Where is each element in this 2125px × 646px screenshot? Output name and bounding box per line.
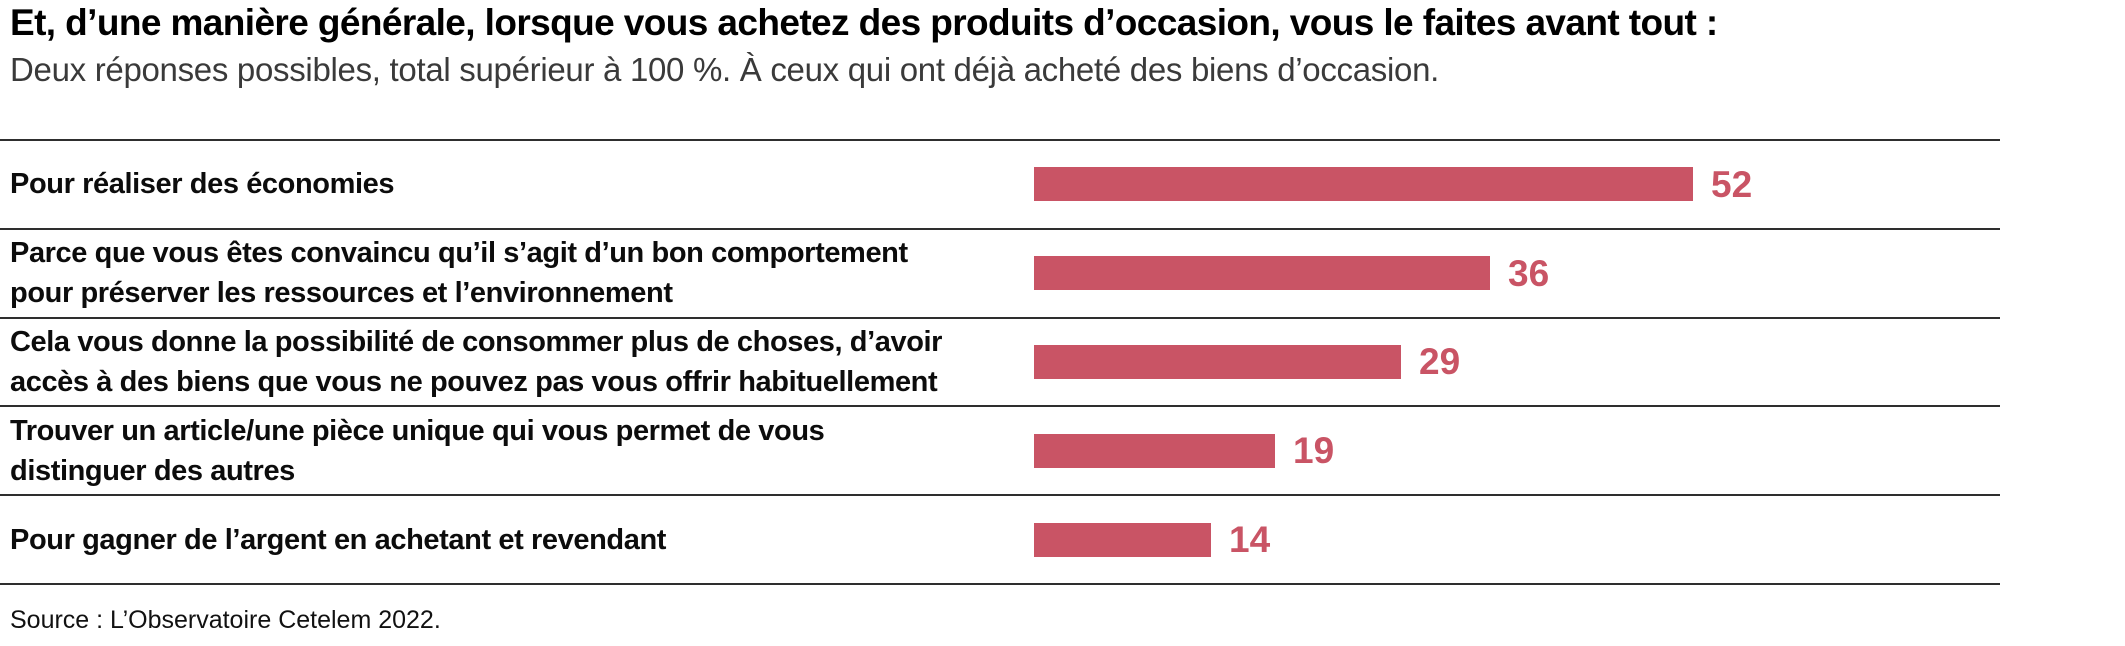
category-label: Pour gagner de l’argent en achetant et r… <box>10 523 667 556</box>
bar-zone: 19 <box>1034 432 2000 469</box>
value-bar <box>1034 344 1401 379</box>
chart-row: Pour gagner de l’argent en achetant et r… <box>0 494 2000 583</box>
value-bar <box>1034 522 1211 557</box>
chart-row: Trouver un article/une pièce unique qui … <box>0 405 2000 494</box>
chart-row: Parce que vous êtes convaincu qu’il s’ag… <box>0 227 2000 317</box>
category-label: Cela vous donne la possibilité de consom… <box>10 325 943 398</box>
bar-zone: 36 <box>1034 255 2000 292</box>
chart-row: Cela vous donne la possibilité de consom… <box>0 316 2000 406</box>
value-label: 14 <box>1229 519 1271 561</box>
category-label: Parce que vous êtes convaincu qu’il s’ag… <box>10 237 908 310</box>
bar-zone: 52 <box>1034 166 2000 203</box>
value-bar <box>1034 167 1693 202</box>
bar-zone: 14 <box>1034 521 2000 558</box>
value-label: 36 <box>1508 252 1550 294</box>
category-label: Pour réaliser des économies <box>10 168 395 201</box>
bar-chart-rows: Pour réaliser des économies 52 Parce que… <box>0 139 2000 583</box>
chart-header: Et, d’une manière générale, lorsque vous… <box>10 0 2085 91</box>
value-label: 29 <box>1419 341 1461 383</box>
category-label: Trouver un article/une pièce unique qui … <box>10 414 825 487</box>
value-bar <box>1034 256 1490 291</box>
bar-chart: Pour réaliser des économies 52 Parce que… <box>0 139 2000 585</box>
value-bar <box>1034 433 1275 468</box>
source-note: Source : L’Observatoire Cetelem 2022. <box>10 606 441 634</box>
bar-zone: 29 <box>1034 343 2000 380</box>
value-label: 52 <box>1711 163 1753 205</box>
chart-title: Et, d’une manière générale, lorsque vous… <box>10 2 1718 43</box>
value-label: 19 <box>1293 430 1335 472</box>
chart-row: Pour réaliser des économies 52 <box>0 139 2000 228</box>
chart-subtitle: Deux réponses possibles, total supérieur… <box>10 51 1439 88</box>
